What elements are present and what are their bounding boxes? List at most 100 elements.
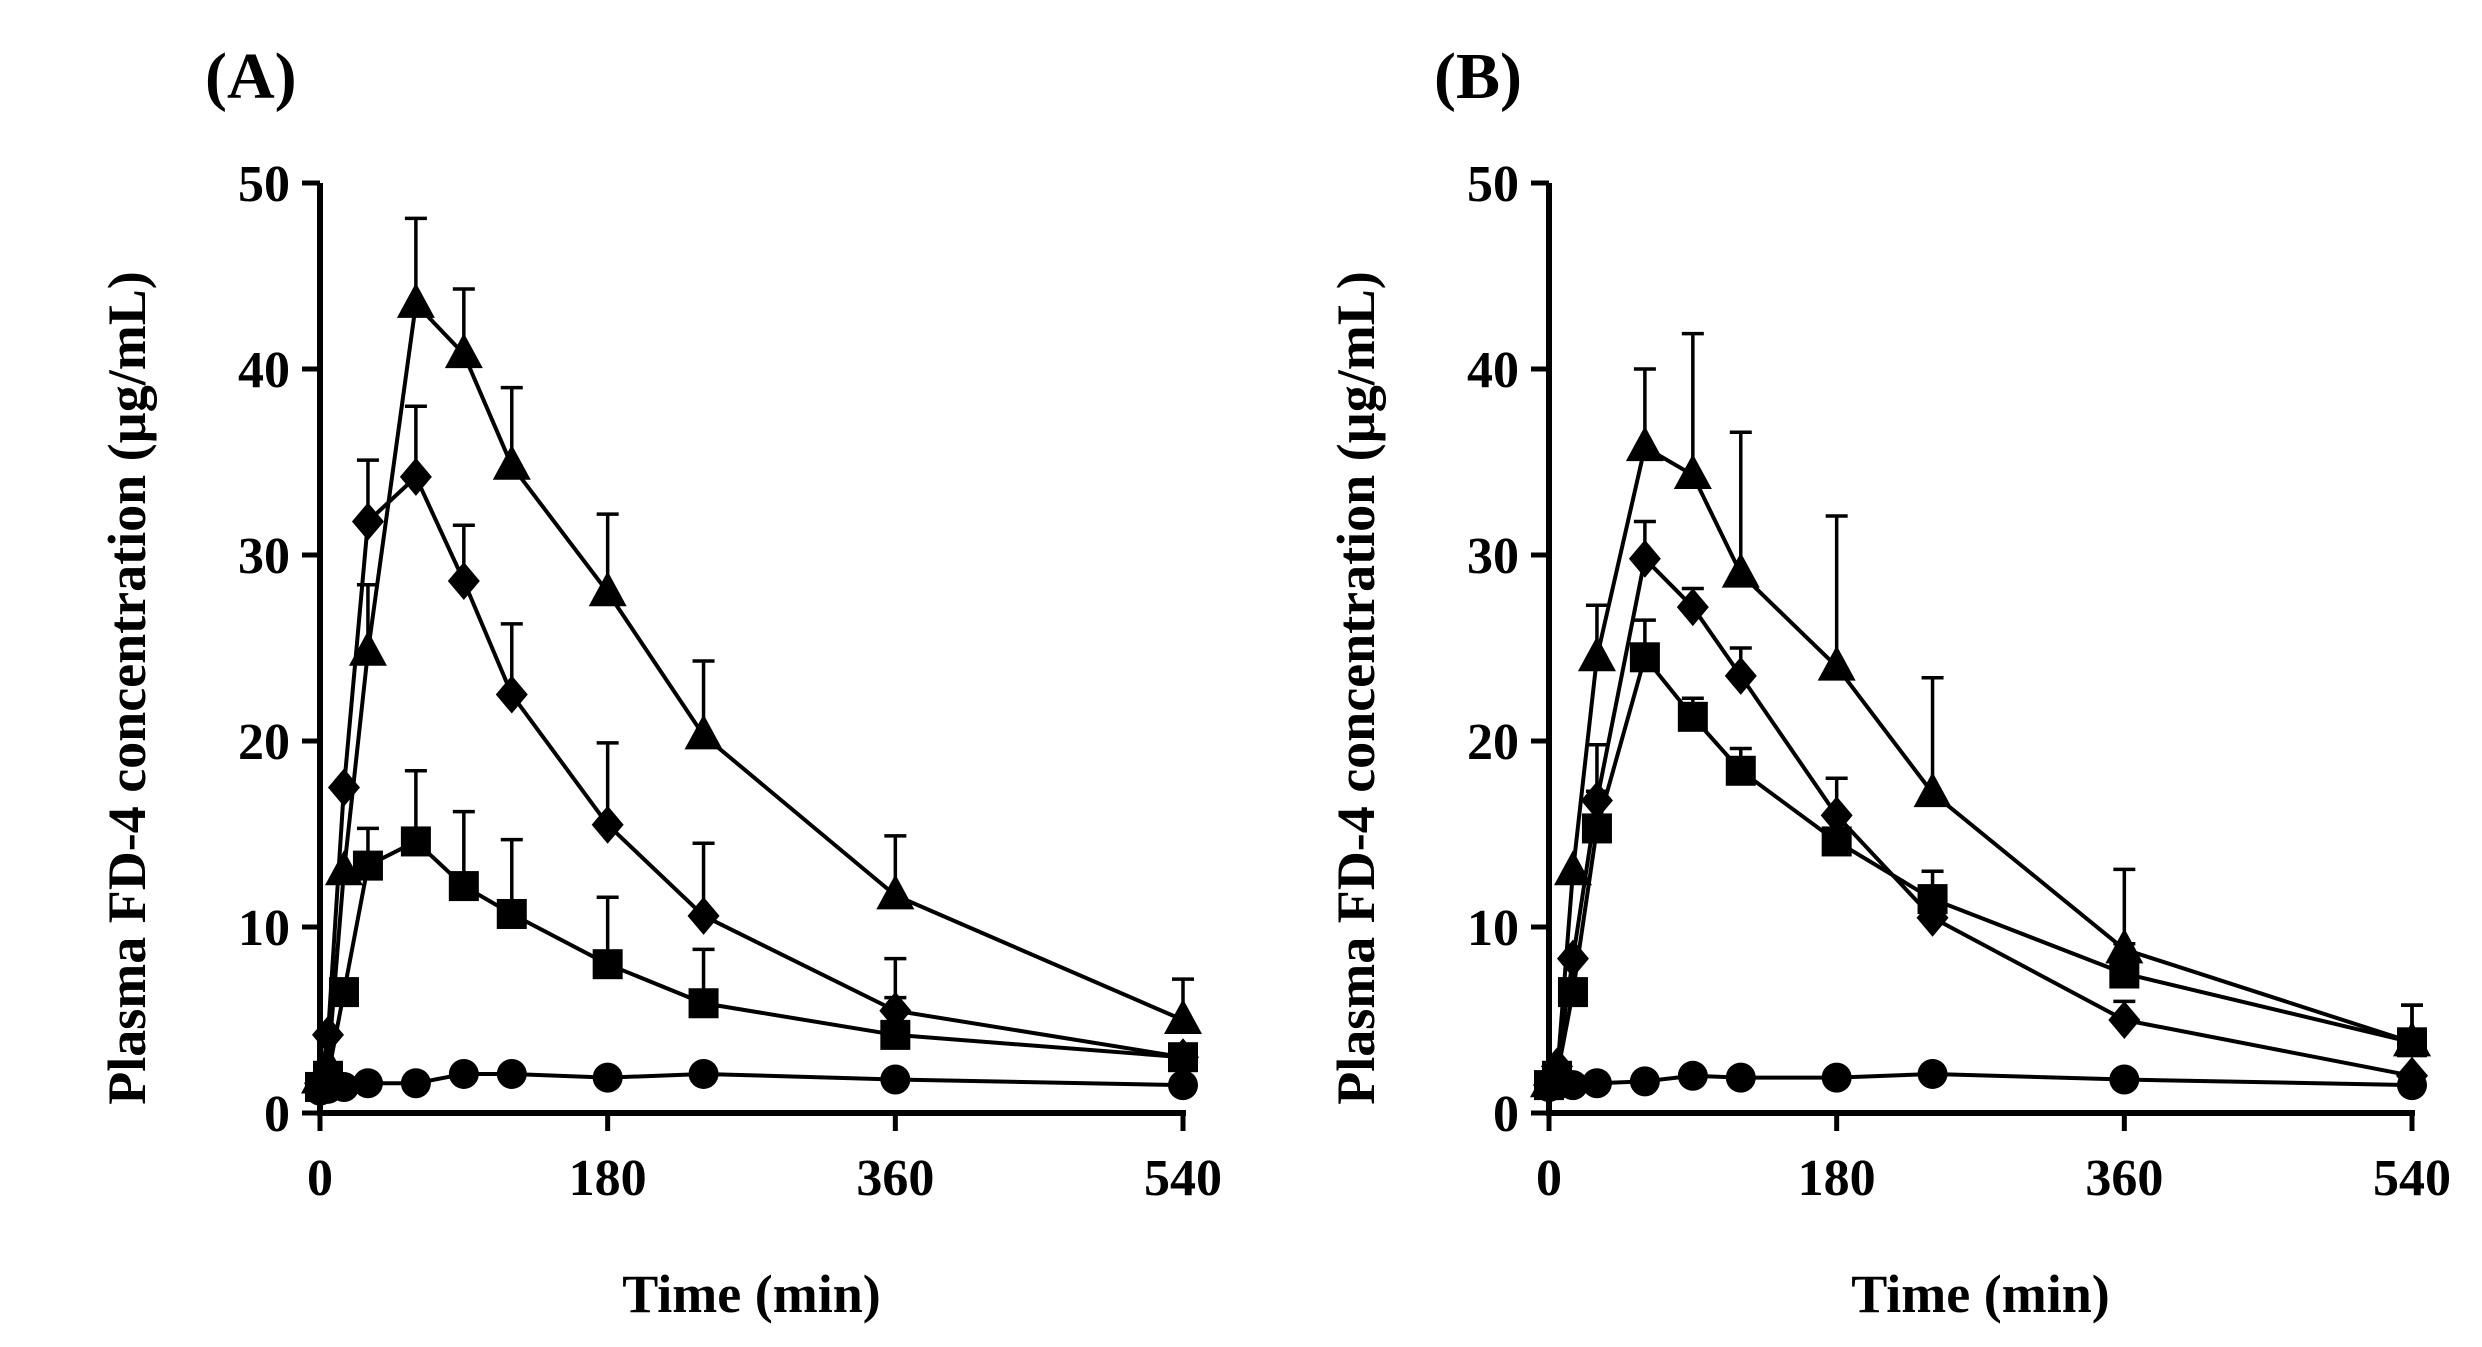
data-point-diamond	[1916, 898, 1949, 937]
data-point-triangle	[1673, 454, 1712, 490]
data-point-triangle	[684, 714, 723, 750]
y-tick-label: 10	[238, 900, 290, 957]
data-point-circle	[400, 1068, 431, 1099]
data-point-diamond	[399, 457, 432, 496]
y-tick-label: 0	[264, 1086, 290, 1143]
series-diamond	[304, 404, 1199, 1103]
data-point-diamond	[1820, 796, 1853, 835]
data-point-square	[688, 988, 719, 1019]
series-line	[318, 299, 1184, 1081]
x-tick-label: 540	[1144, 1150, 1222, 1207]
data-point-triangle	[1817, 645, 1856, 681]
data-point-triangle	[348, 630, 387, 666]
y-tick-label: 50	[238, 156, 290, 213]
data-point-diamond	[1676, 588, 1709, 627]
series-square	[1534, 618, 2427, 1101]
y-axis-title: Plasma FD-4 concentration (µg/mL)	[97, 271, 157, 1104]
data-point-triangle	[324, 850, 363, 886]
data-point-diamond	[591, 805, 624, 844]
data-point-triangle	[1164, 999, 1202, 1034]
data-point-diamond	[2108, 1001, 2141, 1039]
data-point-diamond	[2396, 1056, 2428, 1095]
y-tick-label: 50	[1467, 156, 1519, 213]
data-point-triangle	[444, 333, 483, 369]
y-tick-label: 10	[1467, 900, 1519, 957]
data-point-circle	[2109, 1064, 2140, 1095]
series-circle	[305, 1058, 1198, 1106]
data-point-diamond	[311, 1015, 344, 1054]
panel-label: (B)	[1434, 40, 1522, 113]
data-point-triangle	[308, 1045, 347, 1081]
series-line	[1547, 444, 2413, 1085]
data-point-square	[1629, 642, 1660, 673]
series-triangle	[301, 216, 1202, 1094]
data-point-diamond	[1724, 656, 1757, 695]
data-point-circle	[1677, 1060, 1708, 1091]
data-point-diamond	[879, 991, 912, 1030]
series-diamond	[1533, 519, 2428, 1105]
data-point-triangle	[396, 282, 435, 318]
data-point-circle	[1581, 1068, 1612, 1099]
data-point-triangle	[492, 444, 531, 480]
series-square	[305, 769, 1198, 1102]
data-point-circle	[1917, 1058, 1948, 1089]
series-triangle	[1530, 331, 2431, 1098]
y-tick-label: 0	[1493, 1086, 1519, 1143]
data-point-triangle	[2105, 928, 2144, 964]
data-point-square	[448, 871, 479, 902]
series-circle	[1534, 1058, 2427, 1102]
data-point-circle	[880, 1064, 911, 1095]
data-point-square	[1677, 701, 1708, 732]
data-point-circle	[1821, 1062, 1852, 1093]
series-line	[1547, 554, 2413, 1086]
data-point-triangle	[1553, 850, 1592, 886]
data-point-diamond	[1556, 939, 1589, 978]
chart-panel-b: (B) 0 10 20 30 40 50 0 180 360 540 Time (min) Plasma…	[1326, 40, 2451, 1324]
data-point-triangle	[1577, 636, 1616, 672]
data-point-triangle	[1625, 426, 1664, 462]
y-tick-label: 20	[1467, 714, 1519, 771]
data-point-triangle	[1913, 772, 1952, 808]
data-point-diamond	[1580, 781, 1613, 820]
x-tick-label: 0	[1536, 1150, 1562, 1207]
panel-label: (A)	[205, 40, 297, 113]
data-point-diamond	[1167, 1038, 1199, 1077]
y-tick-label: 40	[1467, 342, 1519, 399]
data-point-diamond	[687, 896, 720, 935]
data-point-diamond	[447, 562, 480, 601]
data-point-diamond	[1628, 539, 1661, 578]
data-point-circle	[448, 1058, 479, 1089]
data-point-circle	[1629, 1066, 1660, 1097]
x-tick-label: 0	[307, 1150, 333, 1207]
data-point-triangle	[1537, 1054, 1576, 1090]
data-point-triangle	[1721, 552, 1760, 588]
data-point-diamond	[495, 675, 528, 714]
data-point-square	[352, 850, 383, 881]
x-tick-label: 360	[856, 1150, 934, 1207]
data-point-triangle	[876, 874, 915, 910]
data-point-square	[496, 898, 527, 929]
data-point-circle	[1168, 1070, 1198, 1101]
y-axis-title: Plasma FD-4 concentration (µg/mL)	[1326, 271, 1386, 1104]
data-point-square	[400, 826, 431, 857]
y-tick-label: 30	[238, 528, 290, 585]
data-point-circle	[688, 1058, 719, 1089]
y-tick-label: 20	[238, 714, 290, 771]
x-axis-title: Time (min)	[622, 1264, 880, 1324]
x-tick-label: 540	[2373, 1150, 2451, 1207]
y-tick-label: 40	[238, 342, 290, 399]
data-point-circle	[496, 1058, 527, 1089]
data-point-square	[2109, 958, 2140, 989]
data-point-circle	[1725, 1062, 1756, 1093]
chart-panel-a: (A) 0 10 20 30 40 50 0 180 360 540 Time (min) Plasma…	[97, 40, 1222, 1324]
x-tick-label: 180	[569, 1150, 647, 1207]
y-tick-label: 30	[1467, 528, 1519, 585]
data-point-circle	[592, 1062, 623, 1093]
data-point-circle	[352, 1068, 383, 1099]
series-line	[318, 473, 1184, 1084]
x-tick-label: 180	[1798, 1150, 1876, 1207]
data-point-triangle	[2393, 1021, 2431, 1057]
data-point-square	[592, 949, 623, 980]
